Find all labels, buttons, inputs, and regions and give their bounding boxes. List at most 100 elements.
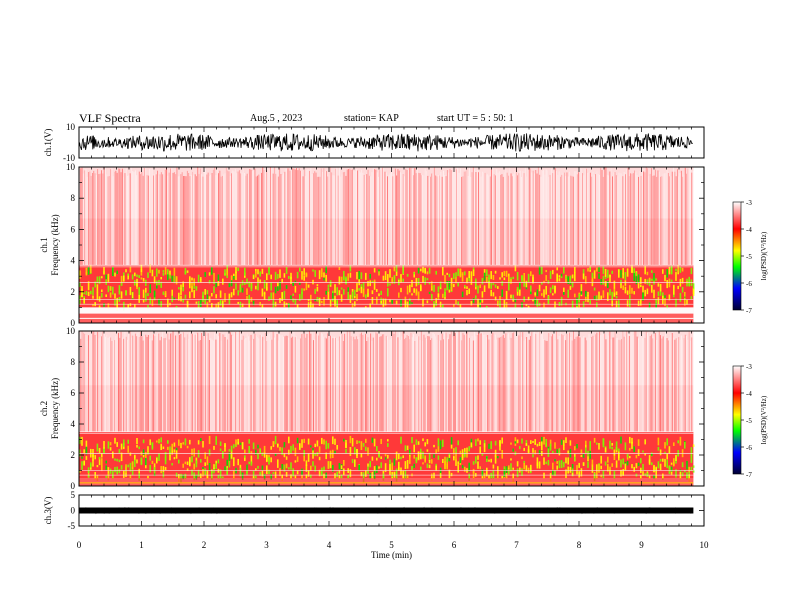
spectrogram-band-cell (149, 464, 151, 473)
spectrogram-band-cell (281, 447, 283, 455)
spectrogram-band-cell (354, 301, 356, 307)
spectrogram-band-cell (294, 447, 297, 457)
spectrogram-band-cell (664, 274, 666, 282)
spectrogram-striation (179, 176, 180, 266)
spectrogram-striation (181, 172, 183, 266)
spectrogram-band-cell (642, 450, 644, 453)
spectrogram-striation (635, 331, 637, 432)
spectrogram-band-cell (351, 303, 354, 310)
spectrogram-striation (414, 168, 416, 266)
spectrogram-band-cell (453, 273, 455, 279)
spectrogram-band-cell (543, 289, 545, 298)
spectrogram-band-cell (142, 289, 145, 298)
spectrogram-band-cell (512, 299, 514, 302)
spectrogram-band-cell (516, 286, 519, 292)
spectrogram-striation (692, 170, 694, 266)
spectrogram-band-cell (244, 267, 246, 276)
spectrogram-band-cell (312, 461, 314, 467)
spectrogram-band-cell (288, 449, 290, 455)
spectrogram-band-cell (195, 287, 198, 291)
spectrogram-band-cell (237, 290, 239, 296)
spectrogram-band-cell (123, 301, 125, 311)
spectrogram-striation (167, 175, 169, 266)
spectrogram-band-cell (576, 297, 578, 307)
chart-title: VLF Spectra (79, 111, 141, 125)
spectrogram-striation (261, 172, 262, 266)
spectrogram-band-cell (488, 474, 490, 480)
spectrogram-band-cell (389, 269, 391, 278)
spectrogram-band-cell (169, 452, 171, 461)
spectrogram-striation (501, 336, 503, 432)
spectrogram-band-cell (116, 270, 118, 275)
spectrogram-striation (478, 332, 479, 432)
spectrogram-band-cell (290, 295, 292, 301)
spectrogram-striation (483, 172, 485, 266)
spectrogram-band-cell (387, 439, 389, 442)
spectrogram-band-cell (618, 269, 620, 278)
spectrogram-band-cell (316, 440, 319, 447)
spectrogram-striation (586, 168, 587, 266)
spectrogram-band-cell (266, 454, 268, 462)
spectrogram-band-cell (629, 294, 631, 299)
spectrogram-striation (687, 339, 689, 432)
spectrogram-striation (504, 337, 505, 432)
spectrogram-band-cell (543, 457, 545, 465)
spectrogram-band-cell (571, 467, 574, 477)
spectrogram-striation (344, 171, 346, 266)
spectrogram-striation (547, 170, 548, 266)
spectrogram-band-cell (398, 292, 400, 298)
spectrogram-band-cell (373, 268, 376, 273)
spectrogram-band-cell (400, 298, 402, 307)
spectrogram-band-cell (580, 468, 583, 477)
spectrogram-striation (388, 340, 390, 432)
spectrogram-band-cell (602, 470, 605, 479)
spectrogram-striation (626, 331, 628, 432)
spectrogram-band-cell (545, 275, 547, 281)
spectrogram-band-cell (323, 439, 325, 445)
spectrogram-band-cell (118, 469, 121, 474)
spectrogram-striation (314, 171, 316, 266)
spectrogram-striation (557, 339, 559, 432)
spectrogram-band-cell (239, 442, 242, 445)
spectrogram-band-cell (202, 291, 204, 300)
spectrogram-striation (671, 333, 673, 432)
spectrogram-band-cell (347, 287, 349, 292)
spectrogram-striation (309, 171, 310, 266)
spectrogram-band-cell (615, 441, 618, 451)
spectrogram-band-cell (279, 269, 281, 278)
spectrogram-striation (229, 332, 231, 432)
spectrogram-band-cell (158, 298, 160, 306)
spectrogram-band-cell (252, 300, 255, 306)
spectrogram-channel-label: ch.1 (39, 237, 49, 252)
spectrogram-striation (682, 339, 684, 432)
spectrogram-band-cell (147, 305, 149, 310)
spectrogram-band-cell (277, 443, 279, 447)
spectrogram-band-cell (560, 275, 563, 279)
spectrogram-band-cell (677, 285, 679, 290)
spectrogram-band-cell (151, 442, 154, 450)
spectrogram-band-cell (659, 458, 662, 462)
spectrogram-band-cell (534, 292, 536, 296)
spectrogram-striation (593, 336, 595, 432)
spectrogram-band-cell (338, 470, 341, 474)
spectrogram-band-cell (470, 442, 473, 447)
spectrogram-band-cell (433, 444, 435, 448)
spectrogram-striation (496, 339, 498, 432)
spectrogram-band-cell (560, 460, 563, 468)
spectrogram-band-cell (655, 278, 657, 281)
spectrogram-band-cell (303, 456, 305, 462)
spectrogram-striation (301, 170, 303, 266)
spectrogram-band-cell (437, 286, 440, 293)
spectrogram-striation (102, 173, 104, 266)
spectrogram-striation (573, 176, 574, 266)
spectrogram-band-cell (448, 286, 451, 293)
spectrogram-band-cell (191, 469, 193, 476)
spectrogram-band-cell (591, 464, 594, 473)
spectrogram-band-cell (492, 464, 495, 469)
spectrogram-band-cell (365, 470, 367, 477)
spectrogram-band-cell (560, 273, 563, 277)
ch1-ylabel: ch.1(V) (43, 129, 53, 157)
spectrogram-striation (240, 173, 242, 266)
spectrogram-band-cell (431, 294, 433, 301)
spectrogram-band-cell (538, 284, 541, 292)
